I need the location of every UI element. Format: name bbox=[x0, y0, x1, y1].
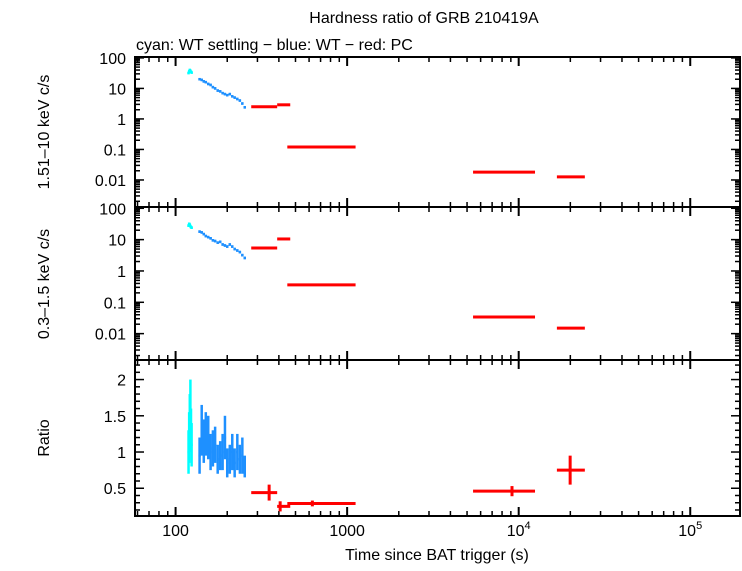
y-axis-label-soft: 0.3–1.5 keV c/s bbox=[36, 229, 53, 339]
x-tick-label: 100 bbox=[162, 523, 189, 540]
panel-frame bbox=[134, 206, 741, 361]
y-tick-label: 10 bbox=[108, 81, 126, 98]
x-tick-label: 105 bbox=[678, 520, 702, 540]
chart-title: Hardness ratio of GRB 210419A bbox=[309, 10, 539, 27]
y-tick-label: 10 bbox=[108, 233, 126, 250]
x-axis-label: Time since BAT trigger (s) bbox=[345, 547, 529, 564]
y-tick-label: 1 bbox=[117, 112, 126, 129]
y-tick-label: 0.1 bbox=[104, 295, 126, 312]
y-tick-label: 0.5 bbox=[104, 481, 126, 498]
y-tick-label: 100 bbox=[99, 51, 126, 68]
y-tick-label: 1.5 bbox=[104, 409, 126, 426]
y-tick-label: 1 bbox=[117, 445, 126, 462]
y-tick-label: 100 bbox=[99, 201, 126, 218]
y-tick-label: 0.1 bbox=[104, 142, 126, 159]
y-tick-label: 1 bbox=[117, 264, 126, 281]
y-axis-label-ratio: Ratio bbox=[36, 419, 53, 456]
y-axis-label-hard: 1.51–10 keV c/s bbox=[36, 75, 53, 190]
y-tick-label: 0.01 bbox=[95, 327, 126, 344]
y-tick-label: 2 bbox=[117, 373, 126, 390]
y-tick-label: 0.01 bbox=[95, 173, 126, 190]
x-tick-label: 104 bbox=[507, 520, 531, 540]
chart-subtitle: cyan: WT settling − blue: WT − red: PC bbox=[136, 37, 413, 54]
x-tick-label: 1000 bbox=[329, 523, 365, 540]
panel-frame bbox=[134, 56, 741, 208]
